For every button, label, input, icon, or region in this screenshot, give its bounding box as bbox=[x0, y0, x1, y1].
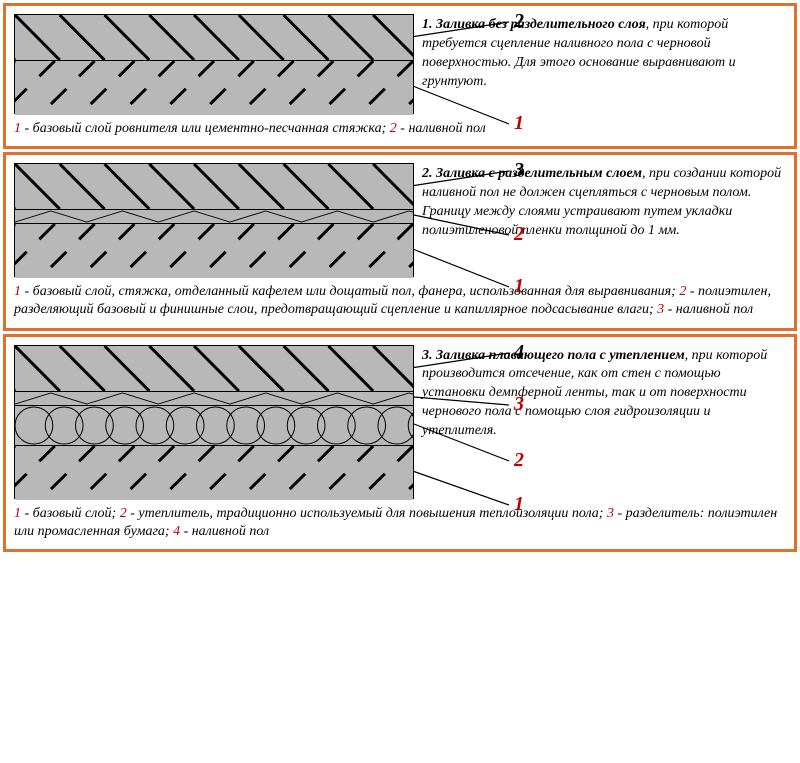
diagram: 21 bbox=[14, 14, 414, 114]
layer-number: 2 bbox=[514, 449, 524, 472]
legend-num: 2 bbox=[390, 121, 397, 136]
legend-text: - утеплитель, традиционно используемый д… bbox=[127, 506, 607, 521]
panel-p2: 321 2. Заливка с разделительным слоем, п… bbox=[3, 152, 797, 330]
desc-title: 2. Заливка с разделительным слоем bbox=[422, 166, 642, 181]
panel-p3: 4321 3. Заливка плавающего пола с утепле… bbox=[3, 334, 797, 552]
legend-text: - базовый слой; bbox=[21, 506, 120, 521]
legend-num: 3 bbox=[607, 506, 614, 521]
diagram: 321 bbox=[14, 163, 414, 277]
legend-text: - наливной пол bbox=[180, 524, 269, 539]
legend-text: - наливной пол bbox=[397, 121, 486, 136]
description: 2. Заливка с разделительным слоем, при с… bbox=[422, 163, 786, 241]
desc-title: 1. Заливка без разделительного слоя bbox=[422, 17, 646, 32]
legend-text: - базовый слой, стяжка, отделанный кафел… bbox=[21, 284, 679, 299]
desc-title: 3. Заливка плавающего пола с утеплением bbox=[422, 348, 685, 363]
layer-circles bbox=[15, 405, 413, 445]
legend-text: - наливной пол bbox=[664, 302, 753, 317]
layer-hatch_left bbox=[15, 164, 413, 209]
layer-zigzag bbox=[15, 391, 413, 405]
legend: 1 - базовый слой; 2 - утеплитель, традиц… bbox=[14, 505, 786, 541]
layer-hatch_right bbox=[15, 223, 413, 278]
description: 3. Заливка плавающего пола с утеплением,… bbox=[422, 345, 786, 441]
layer-hatch_left bbox=[15, 15, 413, 60]
layer-hatch_right bbox=[15, 445, 413, 500]
legend-text: - базовый слой ровнителя или цементно-пе… bbox=[21, 121, 390, 136]
legend-num: 1 bbox=[14, 506, 21, 521]
layer-hatch_right bbox=[15, 60, 413, 115]
diagram: 4321 bbox=[14, 345, 414, 499]
legend-num: 1 bbox=[14, 284, 21, 299]
legend-num: 2 bbox=[120, 506, 127, 521]
description: 1. Заливка без разделительного слоя, при… bbox=[422, 14, 786, 92]
panel-p1: 21 1. Заливка без разделительного слоя, … bbox=[3, 3, 797, 149]
legend: 1 - базовый слой ровнителя или цементно-… bbox=[14, 120, 786, 138]
legend-num: 1 bbox=[14, 121, 21, 136]
layer-zigzag bbox=[15, 209, 413, 223]
legend: 1 - базовый слой, стяжка, отделанный каф… bbox=[14, 283, 786, 319]
layer-hatch_left bbox=[15, 346, 413, 391]
